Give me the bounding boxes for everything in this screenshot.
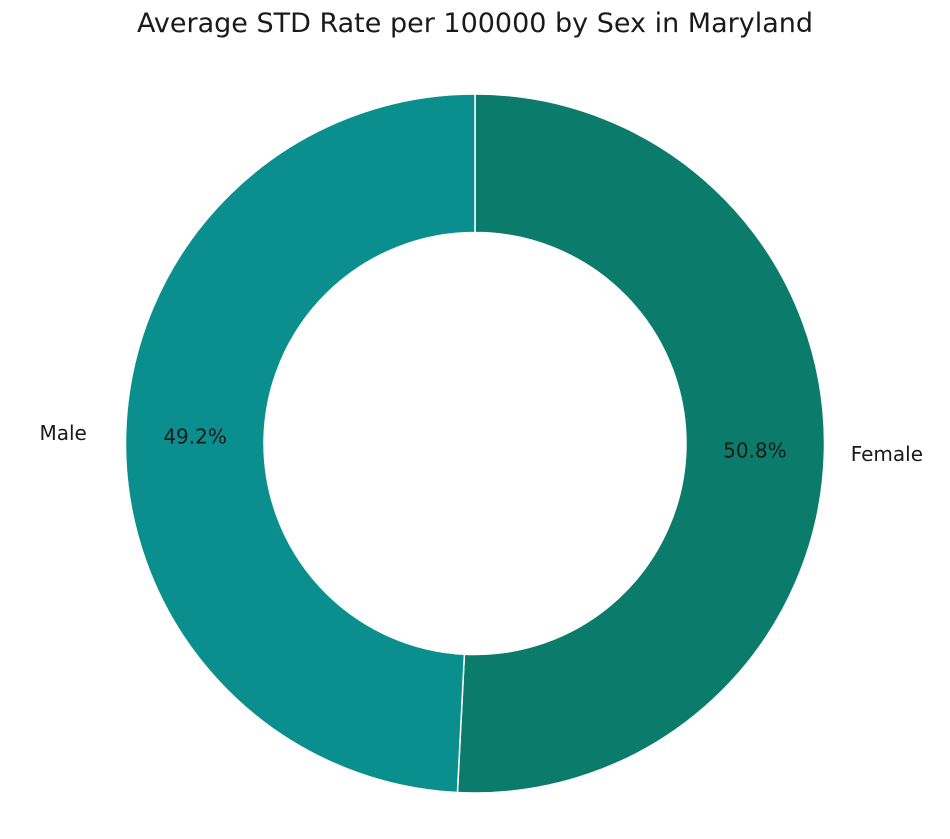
chart-title: Average STD Rate per 100000 by Sex in Ma… [137, 8, 813, 39]
percent-label-female: 50.8% [723, 439, 787, 463]
donut-slice-female [456, 93, 826, 794]
donut-slices [124, 93, 826, 794]
percent-label-male: 49.2% [163, 424, 227, 448]
donut-slice-male [124, 93, 476, 794]
donut-labels: 50.8% Female 49.2% Male [39, 421, 923, 466]
slice-label-female: Female [851, 442, 923, 466]
slice-label-male: Male [39, 421, 86, 445]
